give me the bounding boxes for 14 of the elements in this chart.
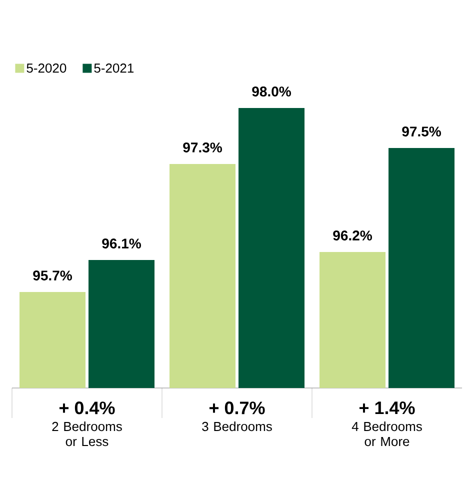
data-label: 96.2%: [333, 230, 372, 240]
x-tick-label: 2 Bedrooms or Less: [52, 422, 122, 446]
data-label: 96.1%: [102, 238, 141, 248]
data-label: 95.7%: [33, 270, 72, 280]
data-label: 98.0%: [252, 86, 291, 96]
text: + 0.7%: [209, 402, 265, 414]
x-tick-label: 4 Bedrooms or More: [352, 422, 422, 446]
legend-label: 5-2020: [26, 64, 66, 73]
text: + 0.4%: [59, 402, 115, 414]
data-label: 97.5%: [402, 126, 441, 136]
legend-label: 5-2021: [94, 64, 134, 73]
x-tick-label: 3 Bedrooms: [202, 422, 272, 432]
data-label: 97.3%: [183, 142, 222, 152]
text: + 1.4%: [359, 402, 415, 414]
